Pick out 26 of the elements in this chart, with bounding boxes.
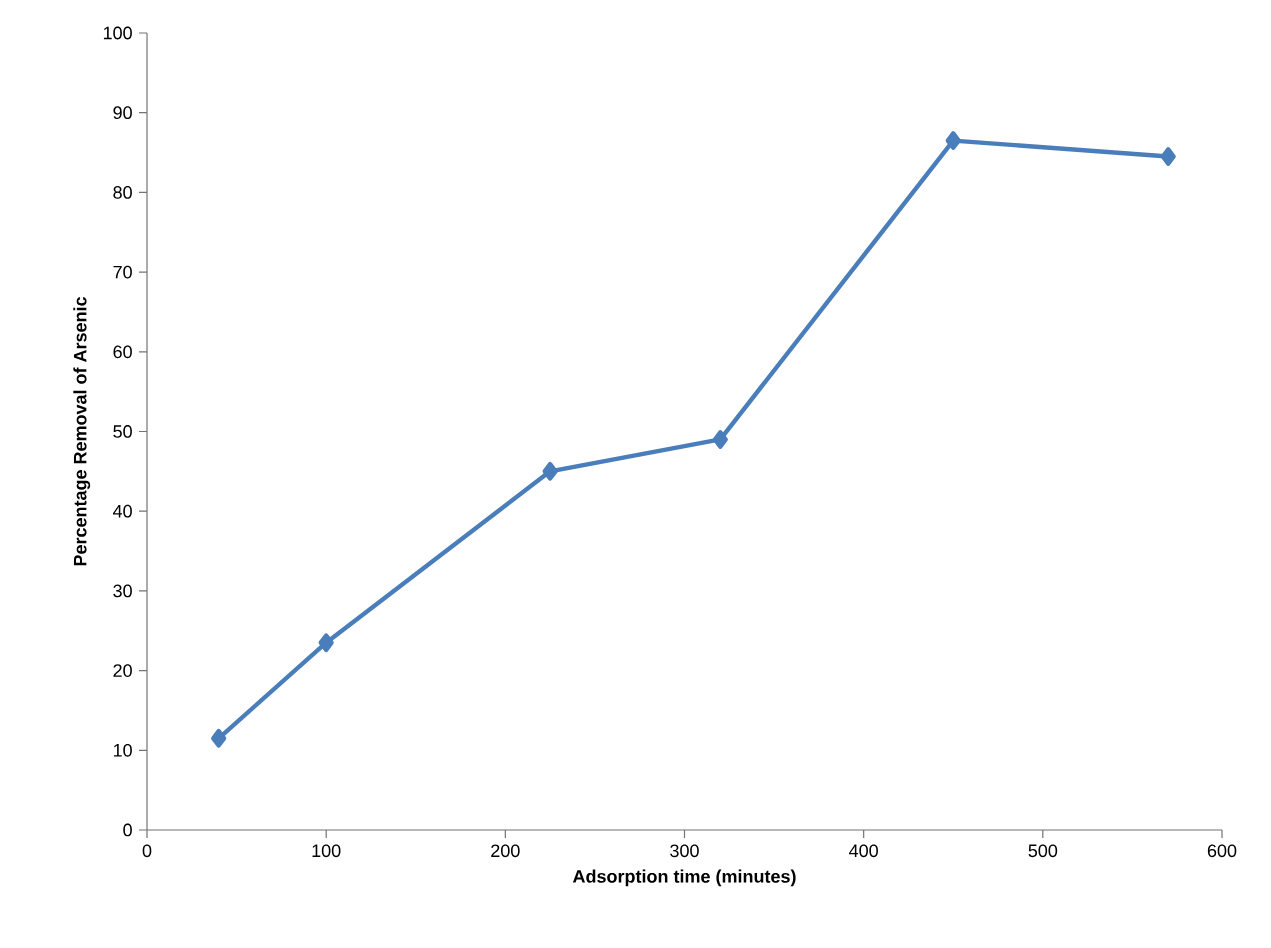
x-tick-label: 200 [491,844,520,858]
y-tick-label: 50 [113,425,132,438]
point [318,633,334,653]
y-tick-label: 20 [113,664,132,677]
x-tick-label: 500 [1028,844,1058,858]
y-tick-label: 0 [123,823,132,837]
x-tick-label: 400 [849,844,878,858]
point [211,728,227,748]
point [542,461,558,481]
point [945,131,961,150]
y-axis-title: Percentage Removal of Arsenic [73,297,91,566]
y-tick-label: 100 [103,26,132,40]
point [712,430,728,449]
y-tick-label: 30 [113,584,132,598]
y-tick-label: 70 [113,265,132,279]
point [1160,147,1176,166]
y-tick-label: 80 [113,186,132,199]
y-tick-label: 60 [113,345,132,359]
x-tick-label: 600 [1207,844,1237,858]
x-tick-label: 300 [670,844,699,858]
x-axis-title: Adsorption time (minutes) [572,869,796,887]
y-tick-label: 90 [113,106,132,120]
y-tick-label: 40 [112,504,132,518]
x-tick-label: 0 [142,844,152,858]
x-tick-label: 100 [312,844,341,858]
y-tick-label: 10 [113,743,132,757]
